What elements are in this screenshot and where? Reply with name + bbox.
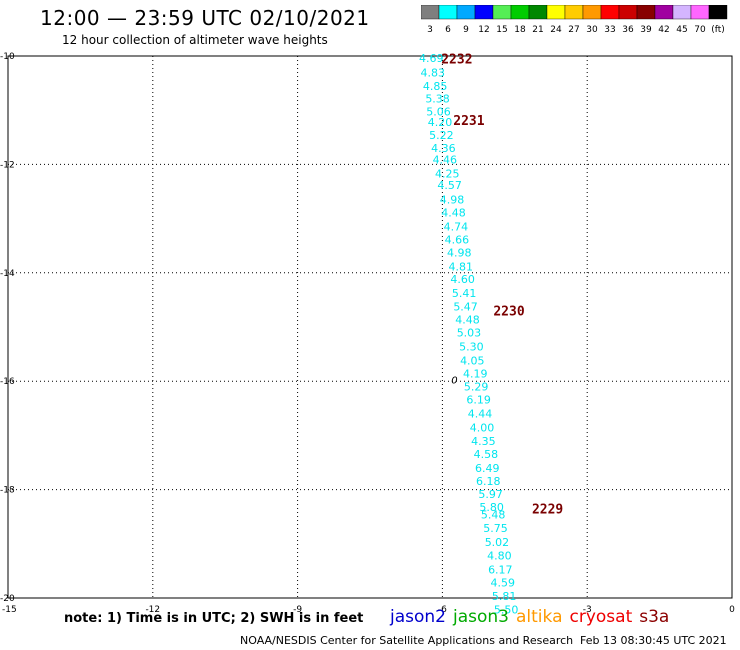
colorbar-label: 27 — [568, 25, 579, 35]
wave-height-label: 4.25 — [435, 168, 460, 181]
satellite-legend: jason2 jason3 altika cryosat s3a — [390, 607, 676, 627]
colorbar-label: 70 — [694, 25, 706, 35]
wave-height-label: 5.02 — [485, 536, 510, 549]
colorbar-label: 6 — [445, 25, 451, 35]
wave-height-label: 4.80 — [487, 550, 512, 563]
lon-tick-label: -15 — [2, 605, 17, 615]
wave-height-label: 4.98 — [440, 194, 465, 207]
wave-height-label: 4.57 — [437, 179, 462, 192]
lon-tick-label: -9 — [293, 605, 302, 615]
page-subtitle: 12 hour collection of altimeter wave hei… — [62, 33, 328, 47]
satellite-legend-cryosat: cryosat — [569, 607, 633, 627]
wave-height-label: 5.38 — [425, 92, 450, 105]
lat-tick-label: -18 — [0, 486, 15, 496]
satellite-legend-s3a: s3a — [639, 607, 670, 627]
wave-height-label: 4.46 — [433, 154, 458, 167]
lon-tick-label: -3 — [583, 605, 592, 615]
wave-height-label: 4.48 — [441, 207, 466, 220]
credit-line: NOAA/NESDIS Center for Satellite Applica… — [240, 634, 574, 647]
map-frame — [7, 55, 733, 599]
satellite-legend-jason2: jason2 — [390, 607, 446, 627]
wave-height-label: 6.17 — [488, 563, 513, 576]
wave-height-label: 4.85 — [423, 80, 448, 93]
colorbar-label: 33 — [604, 25, 615, 35]
colorbar-label: 36 — [622, 25, 634, 35]
colorbar-label: 18 — [514, 25, 526, 35]
wave-height-label: 4.69 — [419, 52, 444, 65]
lat-tick-label: -14 — [0, 269, 15, 279]
wave-height-label: 6.19 — [466, 394, 491, 407]
satellite-legend-jason3: jason3 — [453, 607, 509, 627]
footer-note: note: 1) Time is in UTC; 2) SWH is in fe… — [64, 611, 364, 626]
wave-height-label: 6.49 — [475, 462, 500, 475]
lon-tick-label: -6 — [438, 605, 447, 615]
colorbar-label: (ft) — [711, 25, 725, 35]
colorbar-label: 12 — [478, 25, 489, 35]
pass-time-label: 2232 — [441, 53, 472, 68]
pass-time-label: 2231 — [453, 114, 484, 129]
wave-height-label: 5.41 — [452, 287, 477, 300]
satellite-legend-altika: altika — [516, 607, 563, 627]
wave-height-label: 4.05 — [460, 355, 485, 368]
wave-height-label: 5.29 — [464, 381, 489, 394]
pass-time-label: 2229 — [532, 503, 563, 518]
wave-height-label: 4.20 — [428, 116, 453, 129]
wave-height-label: 5.75 — [483, 522, 508, 535]
lat-tick-label: -16 — [0, 377, 15, 387]
lat-tick-label: -20 — [0, 594, 15, 604]
lon-tick-label: 0 — [729, 605, 735, 615]
wave-height-label: 5.48 — [481, 509, 506, 522]
island-marker: 0 — [451, 376, 457, 387]
colorbar-swatch — [708, 5, 728, 20]
colorbar-label: 24 — [550, 25, 562, 35]
wave-height-label: 5.30 — [459, 341, 484, 354]
wave-height-label: 5.06 — [426, 105, 451, 118]
lon-tick-label: -12 — [145, 605, 160, 615]
wave-height-label: 4.58 — [474, 448, 499, 461]
colorbar-label: 15 — [496, 25, 507, 35]
wave-height-label: 6.18 — [476, 475, 501, 488]
wave-height-label: 4.60 — [450, 273, 475, 286]
generated-timestamp: Feb 13 08:30:45 UTC 2021 — [580, 634, 727, 647]
wave-height-label: 4.36 — [431, 142, 456, 155]
colorbar-label: 39 — [640, 25, 652, 35]
wave-height-label: 4.66 — [445, 234, 470, 247]
wave-height-label: 5.03 — [457, 326, 482, 339]
wave-height-label: 5.22 — [429, 129, 454, 142]
wave-height-label: 4.81 — [448, 260, 473, 273]
wave-height-label: 4.19 — [463, 368, 488, 381]
lat-tick-label: -12 — [0, 160, 15, 170]
wave-height-label: 5.50 — [494, 603, 519, 616]
pass-time-label: 2230 — [493, 305, 524, 320]
wave-height-label: 5.47 — [453, 300, 478, 313]
wave-height-label: 4.00 — [470, 421, 495, 434]
wave-height-label: 5.81 — [492, 590, 517, 603]
colorbar-label: 42 — [658, 25, 669, 35]
colorbar-label: 45 — [676, 25, 687, 35]
colorbar-label: 3 — [427, 25, 433, 35]
wave-height-label: 4.59 — [490, 576, 515, 589]
wave-height-label: 4.48 — [455, 313, 480, 326]
wave-height-label: 5.80 — [479, 501, 504, 514]
lat-tick-label: -10 — [0, 52, 15, 62]
wave-height-label: 4.74 — [444, 221, 469, 234]
colorbar-label: 9 — [463, 25, 469, 35]
wave-height-label: 4.98 — [447, 247, 472, 260]
page-title: 12:00 — 23:59 UTC 02/10/2021 — [40, 6, 370, 30]
wave-height-label: 4.35 — [471, 435, 496, 448]
wave-height-label: 5.97 — [478, 488, 503, 501]
colorbar-label: 30 — [586, 25, 598, 35]
color-scale-legend: 3 6 9 12 15 18 21 24 27 30 33 36 39 42 45 70 (ft) — [421, 5, 728, 35]
wave-height-label: 4.83 — [420, 66, 445, 79]
colorbar-label: 21 — [532, 25, 543, 35]
wave-height-label: 4.44 — [468, 408, 493, 421]
